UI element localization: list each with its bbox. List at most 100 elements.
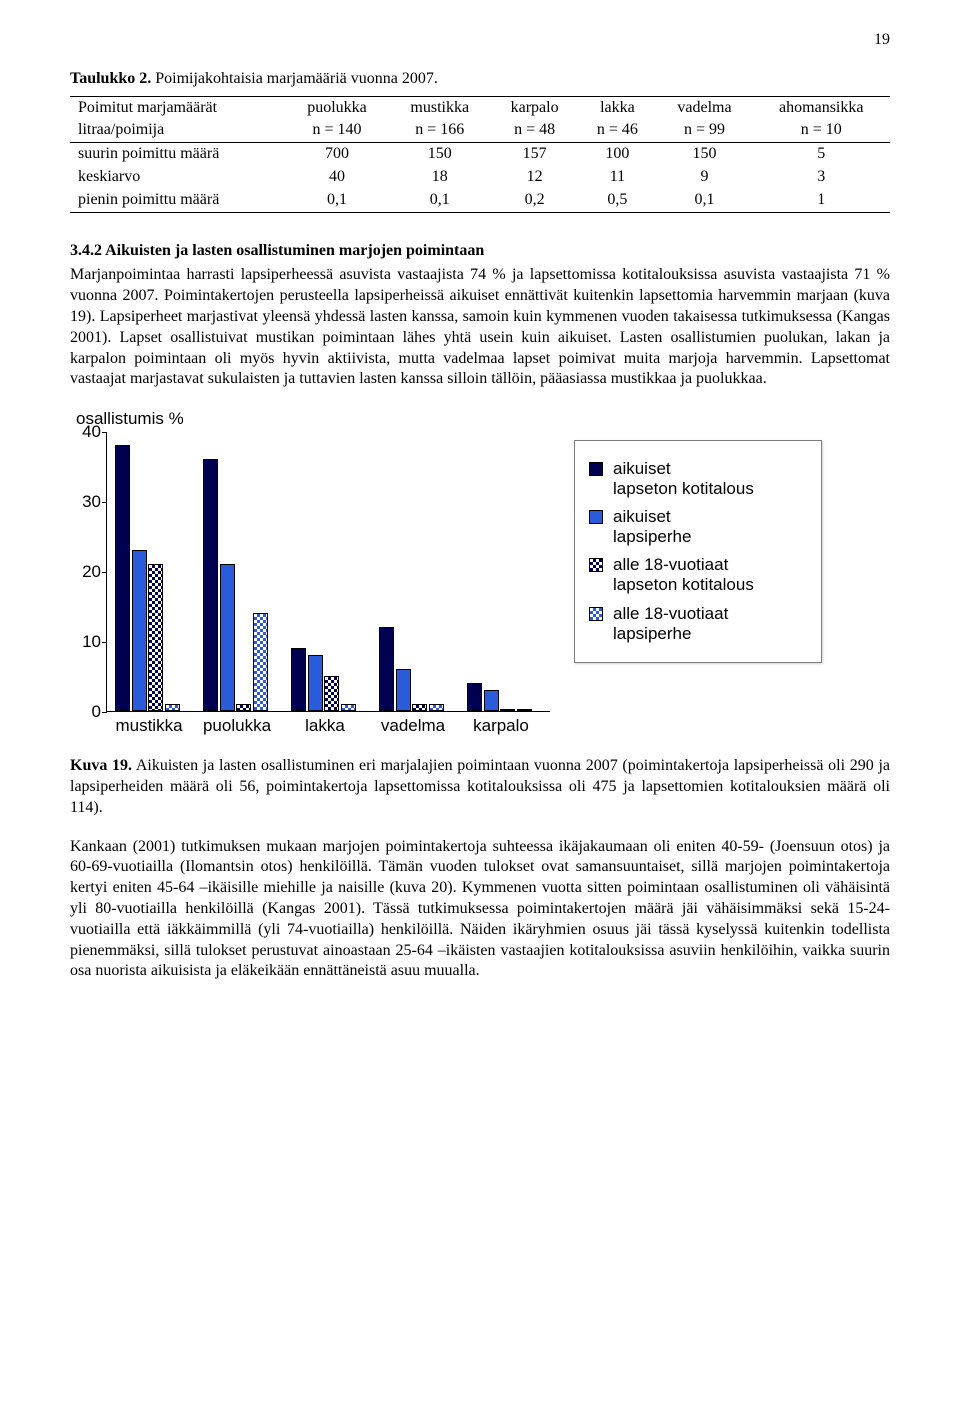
figure-caption-rest: Aikuisten ja lasten osallistuminen eri m…	[70, 757, 890, 816]
bar	[467, 683, 482, 711]
td: 157	[491, 143, 579, 166]
bar-chart: osallistumis % 010203040mustikkapuolukka…	[70, 408, 890, 742]
chart-legend: aikuisetlapseton kotitalous aikuisetlapsi…	[574, 440, 822, 662]
td: 0,5	[578, 189, 656, 212]
y-tick-mark	[102, 432, 107, 433]
bar	[132, 550, 147, 711]
page-number: 19	[70, 30, 890, 51]
table-title-rest: Poimijakohtaisia marjamääriä vuonna 2007…	[151, 70, 438, 87]
table-title-bold: Taulukko 2.	[70, 70, 151, 87]
legend-item: alle 18-vuotiaatlapseton kotitalous	[589, 555, 807, 595]
bar-group	[291, 648, 356, 711]
y-tick-label: 0	[71, 701, 101, 723]
td: 9	[656, 166, 752, 189]
td: 0,2	[491, 189, 579, 212]
bar	[308, 655, 323, 711]
th: n = 140	[285, 119, 388, 142]
section-paragraph: Marjanpoimintaa harrasti lapsiperheessä …	[70, 265, 890, 390]
legend-item: aikuisetlapseton kotitalous	[589, 459, 807, 499]
th: karpalo	[491, 96, 579, 119]
td: 12	[491, 166, 579, 189]
figure-caption-bold: Kuva 19.	[70, 757, 132, 774]
bar	[203, 459, 218, 711]
th: n = 99	[656, 119, 752, 142]
figure-caption: Kuva 19. Aikuisten ja lasten osallistumi…	[70, 756, 890, 818]
bar-group	[115, 445, 180, 711]
bar	[517, 709, 532, 711]
bar-group	[467, 683, 532, 711]
bar	[341, 704, 356, 711]
td: 11	[578, 166, 656, 189]
x-axis-label: mustikka	[104, 715, 194, 737]
td: 150	[389, 143, 491, 166]
td: pienin poimittu määrä	[70, 189, 285, 212]
bar	[291, 648, 306, 711]
x-axis-label: vadelma	[368, 715, 458, 737]
y-tick-mark	[102, 502, 107, 503]
legend-label: alle 18-vuotiaatlapseton kotitalous	[613, 555, 754, 595]
td: keskiarvo	[70, 166, 285, 189]
td: 0,1	[389, 189, 491, 212]
y-axis-title: osallistumis %	[76, 408, 890, 430]
bar	[220, 564, 235, 711]
th: Poimitut marjamäärät	[70, 96, 285, 119]
table-row: suurin poimittu määrä 700 150 157 100 15…	[70, 143, 890, 166]
td: 3	[753, 166, 890, 189]
bar	[115, 445, 130, 711]
td: 1	[753, 189, 890, 212]
table-row: keskiarvo 40 18 12 11 9 3	[70, 166, 890, 189]
th: mustikka	[389, 96, 491, 119]
td: suurin poimittu määrä	[70, 143, 285, 166]
bar	[484, 690, 499, 711]
y-tick-mark	[102, 712, 107, 713]
th: lakka	[578, 96, 656, 119]
legend-item: alle 18-vuotiaatlapsiperhe	[589, 604, 807, 644]
td: 150	[656, 143, 752, 166]
table-row: pienin poimittu määrä 0,1 0,1 0,2 0,5 0,…	[70, 189, 890, 212]
bar	[165, 704, 180, 711]
y-tick-label: 10	[71, 631, 101, 653]
bar	[500, 709, 515, 711]
paragraph-2: Kankaan (2001) tutkimuksen mukaan marjoj…	[70, 837, 890, 983]
bar	[324, 676, 339, 711]
td: 100	[578, 143, 656, 166]
legend-swatch	[589, 462, 603, 476]
legend-label: aikuisetlapseton kotitalous	[613, 459, 754, 499]
th: n = 48	[491, 119, 579, 142]
y-tick-label: 30	[71, 491, 101, 513]
x-axis-label: karpalo	[456, 715, 546, 737]
legend-label: alle 18-vuotiaatlapsiperhe	[613, 604, 728, 644]
th: puolukka	[285, 96, 388, 119]
bar	[379, 627, 394, 711]
legend-swatch	[589, 607, 603, 621]
td: 0,1	[285, 189, 388, 212]
th: n = 46	[578, 119, 656, 142]
td: 700	[285, 143, 388, 166]
legend-item: aikuisetlapsiperhe	[589, 507, 807, 547]
bar	[253, 613, 268, 711]
chart-area: 010203040mustikkapuolukkalakkavadelmakar…	[70, 432, 550, 742]
td: 40	[285, 166, 388, 189]
y-tick-mark	[102, 642, 107, 643]
th: n = 10	[753, 119, 890, 142]
th: n = 166	[389, 119, 491, 142]
legend-swatch	[589, 558, 603, 572]
x-axis-label: puolukka	[192, 715, 282, 737]
bar-group	[379, 627, 444, 711]
y-tick-label: 20	[71, 561, 101, 583]
y-tick-label: 40	[71, 421, 101, 443]
table-title: Taulukko 2. Poimijakohtaisia marjamääriä…	[70, 69, 890, 90]
th: vadelma	[656, 96, 752, 119]
bar	[236, 704, 251, 711]
td: 18	[389, 166, 491, 189]
bar	[429, 704, 444, 711]
bar-group	[203, 459, 268, 711]
td: 5	[753, 143, 890, 166]
data-table: Poimitut marjamäärät puolukka mustikka k…	[70, 96, 890, 213]
legend-swatch	[589, 510, 603, 524]
plot-area: 010203040mustikkapuolukkalakkavadelmakar…	[106, 432, 550, 712]
x-axis-label: lakka	[280, 715, 370, 737]
y-tick-mark	[102, 572, 107, 573]
section-heading: 3.4.2 Aikuisten ja lasten osallistuminen…	[70, 241, 890, 262]
table-header-row-1: Poimitut marjamäärät puolukka mustikka k…	[70, 96, 890, 119]
